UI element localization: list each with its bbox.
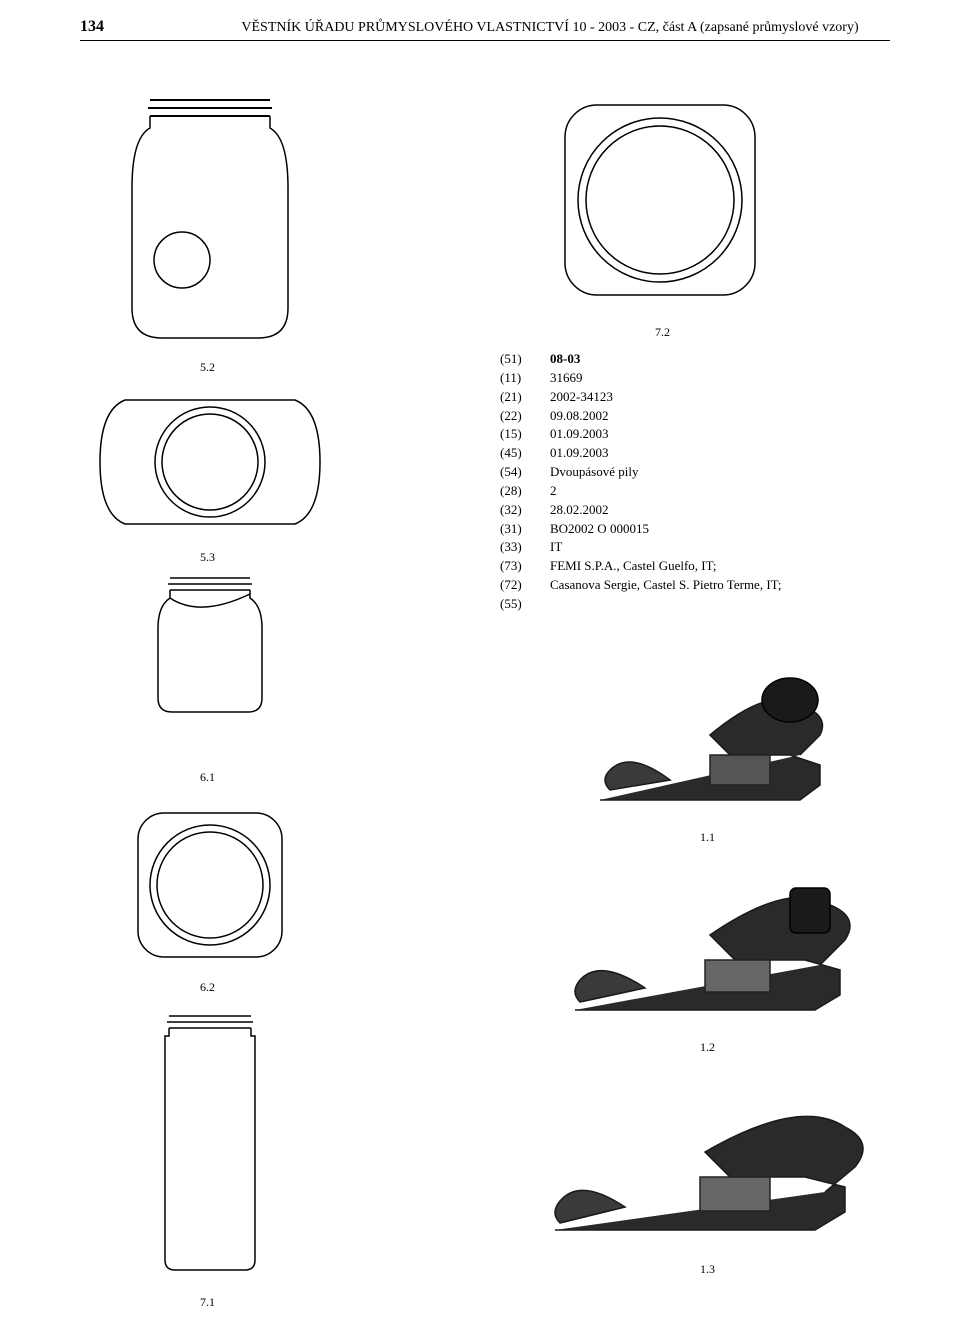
record-code: (72) bbox=[500, 576, 550, 595]
record-code: (22) bbox=[500, 407, 550, 426]
record-code: (21) bbox=[500, 388, 550, 407]
figure-6-2 bbox=[130, 805, 290, 965]
header-title: VĚSTNÍK ÚŘADU PRŮMYSLOVÉHO VLASTNICTVÍ 1… bbox=[210, 20, 890, 36]
photo-1-1 bbox=[560, 660, 860, 820]
header-rule bbox=[80, 40, 890, 41]
record-value: 31669 bbox=[550, 369, 583, 388]
record-row: (31)BO2002 O 000015 bbox=[500, 520, 782, 539]
figure-5-2 bbox=[120, 90, 300, 350]
record-row: (28)2 bbox=[500, 482, 782, 501]
record-row: (54)Dvoupásové pily bbox=[500, 463, 782, 482]
caption-6-1: 6.1 bbox=[200, 770, 215, 785]
record-code: (15) bbox=[500, 425, 550, 444]
record-row: (32)28.02.2002 bbox=[500, 501, 782, 520]
record-value: Casanova Sergie, Castel S. Pietro Terme,… bbox=[550, 576, 782, 595]
record-value: 08-03 bbox=[550, 350, 580, 369]
photo-1-3 bbox=[530, 1075, 880, 1250]
caption-6-2: 6.2 bbox=[200, 980, 215, 995]
record-row: (33)IT bbox=[500, 538, 782, 557]
record-value: 2 bbox=[550, 482, 557, 501]
photo-1-2 bbox=[545, 860, 875, 1030]
record-row: (72)Casanova Sergie, Castel S. Pietro Te… bbox=[500, 576, 782, 595]
record-row: (73)FEMI S.P.A., Castel Guelfo, IT; bbox=[500, 557, 782, 576]
record-row: (55) bbox=[500, 595, 782, 614]
record-row: (21)2002-34123 bbox=[500, 388, 782, 407]
record-row: (45)01.09.2003 bbox=[500, 444, 782, 463]
record-block: (51)08-03 (11)31669 (21)2002-34123 (22)0… bbox=[500, 350, 782, 614]
caption-5-2: 5.2 bbox=[200, 360, 215, 375]
record-value: 01.09.2003 bbox=[550, 444, 609, 463]
record-row: (15)01.09.2003 bbox=[500, 425, 782, 444]
caption-1-1: 1.1 bbox=[700, 830, 715, 845]
record-code: (33) bbox=[500, 538, 550, 557]
caption-1-2: 1.2 bbox=[700, 1040, 715, 1055]
page-number: 134 bbox=[80, 18, 104, 36]
figure-7-1 bbox=[155, 1010, 265, 1280]
record-value: IT bbox=[550, 538, 562, 557]
caption-1-3: 1.3 bbox=[700, 1262, 715, 1277]
record-code: (11) bbox=[500, 369, 550, 388]
record-code: (32) bbox=[500, 501, 550, 520]
record-value: FEMI S.P.A., Castel Guelfo, IT; bbox=[550, 557, 716, 576]
record-row: (22)09.08.2002 bbox=[500, 407, 782, 426]
figure-small-jar bbox=[150, 570, 270, 720]
record-value: 01.09.2003 bbox=[550, 425, 609, 444]
record-value: BO2002 O 000015 bbox=[550, 520, 649, 539]
record-code: (55) bbox=[500, 595, 550, 614]
record-code: (45) bbox=[500, 444, 550, 463]
record-code: (31) bbox=[500, 520, 550, 539]
record-code: (54) bbox=[500, 463, 550, 482]
caption-7-1: 7.1 bbox=[200, 1295, 215, 1310]
figure-5-3 bbox=[95, 385, 325, 540]
figure-7-2 bbox=[555, 95, 765, 305]
record-row: (11)31669 bbox=[500, 369, 782, 388]
record-row: (51)08-03 bbox=[500, 350, 782, 369]
record-value: 28.02.2002 bbox=[550, 501, 609, 520]
record-code: (28) bbox=[500, 482, 550, 501]
caption-7-2: 7.2 bbox=[655, 325, 670, 340]
caption-5-3: 5.3 bbox=[200, 550, 215, 565]
record-value: 2002-34123 bbox=[550, 388, 613, 407]
record-code: (73) bbox=[500, 557, 550, 576]
record-code: (51) bbox=[500, 350, 550, 369]
record-value: 09.08.2002 bbox=[550, 407, 609, 426]
record-value: Dvoupásové pily bbox=[550, 463, 638, 482]
